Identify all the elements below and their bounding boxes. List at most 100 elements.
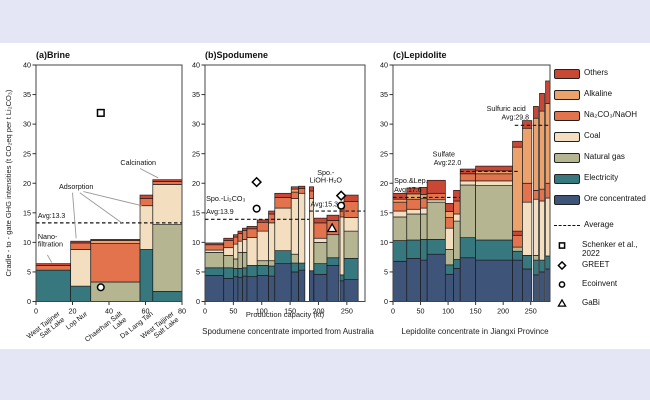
- panel-a-title: (a)Brine: [36, 50, 71, 60]
- average-label: Avg:29.8: [502, 115, 530, 122]
- bar-segment-ore: [290, 271, 299, 302]
- y-tick-label: 0: [27, 297, 31, 306]
- bar-segment-others: [70, 240, 92, 244]
- bar-segment-natural_gas: [533, 255, 539, 261]
- bar-segment-ore: [453, 268, 461, 302]
- bar-segment-others: [426, 179, 446, 194]
- y-tick-label: 15: [380, 208, 388, 217]
- bar-segment-electricity: [242, 267, 248, 277]
- bar-segment-na2co3: [392, 201, 408, 212]
- bar-segment-na2co3: [309, 190, 315, 199]
- bar-segment-electricity: [35, 269, 72, 302]
- annotation-label: Sulfate: [433, 149, 455, 158]
- bar-segment-others: [522, 120, 533, 129]
- bar-segment-electricity: [522, 255, 533, 270]
- bar-segment-others: [246, 226, 258, 230]
- y-tick-label: 40: [192, 61, 200, 70]
- bar-segment-coal: [223, 247, 234, 256]
- bar-category-label: Chaerhan SaltLake: [84, 310, 128, 349]
- annotation-label: Spo.&Lep.: [394, 176, 428, 185]
- bar-segment-others: [326, 214, 340, 221]
- bar-segment-others: [290, 186, 299, 190]
- bar-segment-ore: [237, 276, 243, 302]
- bar-segment-coal: [139, 205, 154, 250]
- bar-segment-na2co3: [223, 240, 234, 249]
- bar-segment-electricity: [237, 268, 243, 278]
- x-tick-label: 100: [256, 307, 268, 316]
- bar-segment-coal: [392, 210, 408, 218]
- bar-segment-coal: [453, 213, 461, 222]
- bar-segment-na2co3: [406, 198, 421, 210]
- bar-segment-coal: [70, 249, 92, 287]
- average-label: Avg:13.3: [38, 213, 66, 220]
- bar-segment-electricity: [298, 262, 306, 271]
- bar-segment-others: [539, 93, 545, 112]
- annotation-label: Sulfuric acid: [487, 104, 526, 113]
- average-label: Avg:22.0: [434, 160, 462, 167]
- bar-segment-natural_gas: [459, 184, 476, 238]
- annotation-leader-line: [139, 168, 159, 179]
- y-tick-label: 5: [27, 268, 31, 277]
- bar-segment-coal: [313, 237, 328, 243]
- x-tick-label: 100: [442, 307, 454, 316]
- bar-segment-alkaline: [406, 193, 421, 200]
- legend-swatch-coal: [554, 132, 580, 142]
- legend-marker-diamond-icon: [557, 260, 567, 271]
- bar-segment-natural_gas: [313, 242, 328, 265]
- bar-segment-coal: [533, 198, 539, 256]
- bar-segment-coal: [268, 222, 276, 262]
- bar-segment-coal: [204, 249, 225, 253]
- bar-segment-coal: [290, 198, 299, 255]
- x-tick-label: 0: [203, 307, 207, 316]
- bar-segment-others: [298, 185, 306, 189]
- y-tick-label: 5: [384, 268, 388, 277]
- bar-segment-na2co3: [313, 222, 328, 239]
- bar-segment-coal: [406, 208, 421, 215]
- y-tick-label: 10: [380, 238, 388, 247]
- bar-segment-na2co3: [444, 217, 454, 229]
- y-tick-label: 35: [380, 90, 388, 99]
- bar-segment-others: [233, 234, 239, 238]
- x-tick-label: 80: [178, 307, 186, 316]
- marker-diamond: [335, 190, 347, 202]
- panel-c-caption: Lepidolite concentrate in Jiangxi Provin…: [401, 327, 549, 336]
- bar-segment-natural_gas: [256, 260, 269, 266]
- panel-b: 0 5 10 15 20 25 30 35 40 0 50 100 150 200 250 Avg:13.9 A…: [192, 61, 366, 316]
- bar-segment-natural_gas: [420, 213, 428, 240]
- legend-label: Ecoinvent: [582, 279, 618, 288]
- x-tick-label: 200: [312, 307, 324, 316]
- legend-item-greet: GREET: [554, 260, 610, 271]
- bar-segment-coal: [426, 199, 446, 203]
- y-tick-label: 25: [192, 149, 200, 158]
- bar-segment-electricity: [246, 265, 258, 278]
- bar-segment-ore: [343, 279, 359, 302]
- panel-a: 0 5 10 15 20 25 30 35 40 0 20 40 60 80 West TaijinerSa…: [23, 61, 186, 349]
- bar-segment-electricity: [426, 239, 446, 255]
- annotation-label: Calcination: [120, 158, 156, 167]
- bar-segment-natural_gas: [242, 252, 248, 269]
- marker-circle: [96, 283, 105, 292]
- y-tick-label: 20: [380, 179, 388, 188]
- x-tick-label: 40: [105, 307, 113, 316]
- bar-segment-others: [139, 194, 154, 199]
- legend-item-na-co-naoh: Na₂CO₃/NaOH: [554, 110, 637, 121]
- legend-label: Average: [584, 220, 614, 229]
- x-tick-label: 250: [525, 307, 537, 316]
- bar-segment-ore: [444, 273, 454, 302]
- bar-segment-ore: [242, 275, 248, 302]
- x-tick-label: 200: [497, 307, 509, 316]
- bar-segment-electricity: [152, 291, 183, 302]
- bar-segment-na2co3: [420, 198, 428, 209]
- legend: Others Alkaline Na₂CO₃/NaOH Coal Natural gas…: [550, 64, 650, 324]
- bar-segment-natural_gas: [392, 216, 408, 241]
- y-tick-label: 0: [384, 297, 388, 306]
- panel-b-title: (b)Spodumene: [205, 50, 268, 60]
- bar-segment-electricity: [290, 262, 299, 273]
- bar-segment-na2co3: [290, 191, 299, 199]
- bar-segment-electricity: [204, 267, 225, 276]
- legend-marker-square-icon: [558, 242, 566, 249]
- bar-segment-electricity: [533, 259, 539, 276]
- bar-segment-others: [90, 239, 141, 241]
- bar-segment-others: [309, 186, 315, 192]
